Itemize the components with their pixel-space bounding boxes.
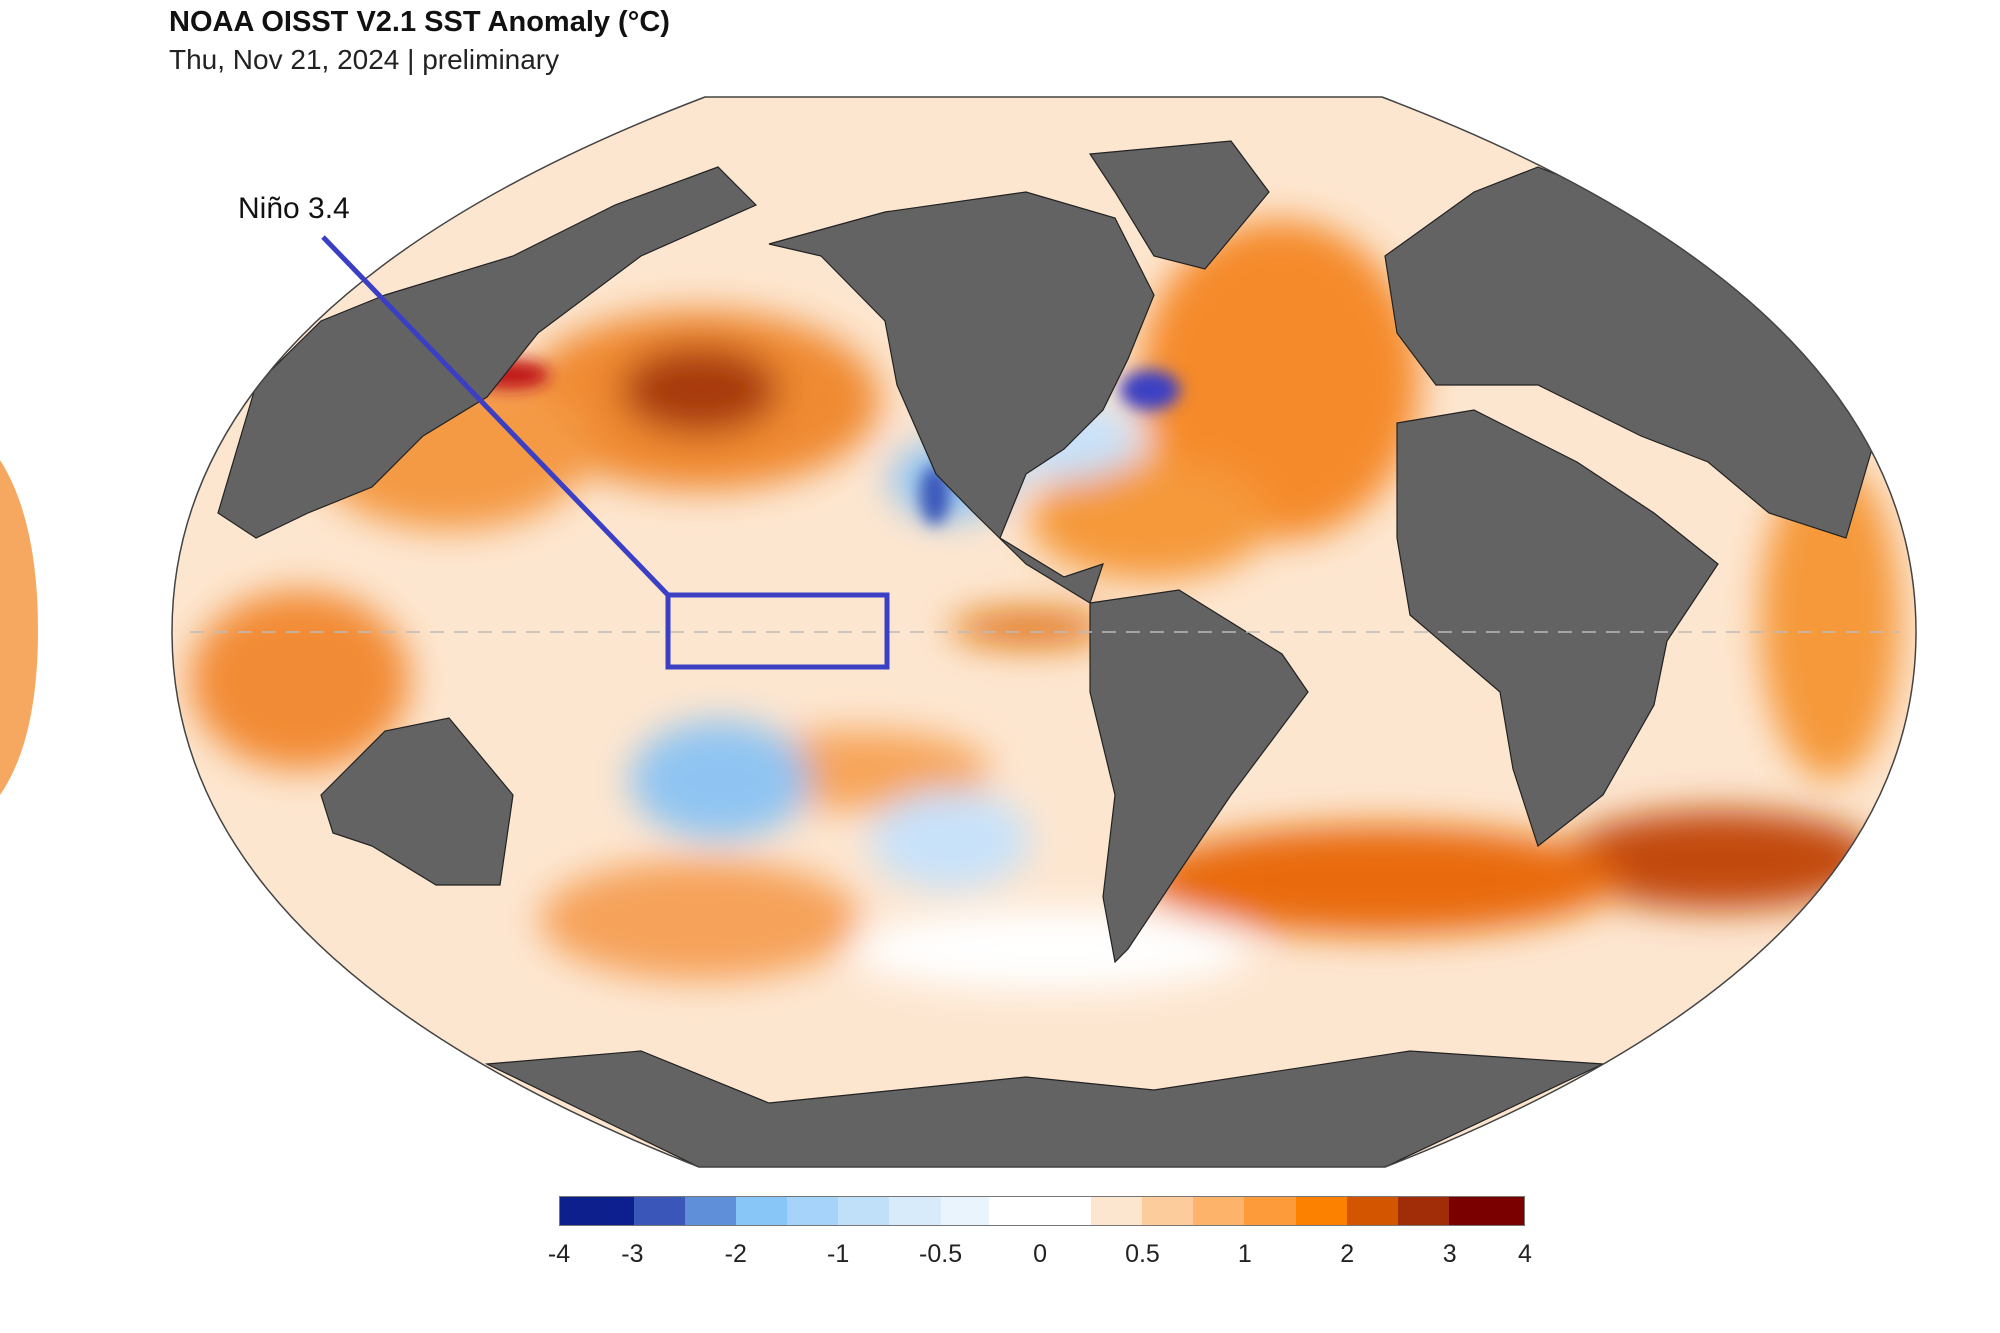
colorbar-tick: 0 <box>1033 1240 1048 1268</box>
colorbar-segment <box>1244 1197 1296 1225</box>
colorbar-segment <box>940 1197 989 1225</box>
australia <box>320 717 514 886</box>
colorbar-segment <box>684 1197 736 1225</box>
colorbar-segment <box>889 1197 941 1225</box>
colorbar <box>559 1196 1525 1226</box>
colorbar-segment <box>787 1197 839 1225</box>
map-title: NOAA OISST V2.1 SST Anomaly (°C) <box>169 6 670 38</box>
greenland <box>1088 140 1270 270</box>
colorbar-tick: 0.5 <box>1125 1240 1160 1268</box>
adjacent-globe-edge <box>0 460 38 795</box>
colorbar-tick: 1 <box>1237 1240 1252 1268</box>
asia-west-edge <box>217 166 758 539</box>
colorbar-tick: 4 <box>1518 1240 1532 1268</box>
colorbar-segment <box>1193 1197 1245 1225</box>
colorbar-segment <box>560 1197 634 1225</box>
nino34-pointer-line <box>321 235 670 597</box>
colorbar-segment <box>1090 1197 1143 1225</box>
colorbar-tick: -2 <box>724 1240 747 1268</box>
north-america <box>768 191 1155 604</box>
colorbar-tick: -4 <box>547 1240 571 1268</box>
africa <box>1396 409 1719 848</box>
colorbar-segment <box>1295 1197 1347 1225</box>
colorbar-segment <box>1346 1197 1398 1225</box>
colorbar-segment <box>735 1197 788 1225</box>
map-subtitle: Thu, Nov 21, 2024 | preliminary <box>169 44 560 75</box>
colorbar-tick: -3 <box>621 1240 644 1268</box>
globe-outline <box>171 96 1917 1168</box>
colorbar-segment <box>988 1197 1091 1225</box>
colorbar-segment <box>1142 1197 1194 1225</box>
antarctica <box>484 1050 1606 1167</box>
colorbar-segment <box>633 1197 685 1225</box>
ocean-layer <box>172 97 1916 1167</box>
colorbar-segment <box>1449 1197 1524 1225</box>
colorbar-segment <box>1397 1197 1450 1225</box>
colorbar-tick: -1 <box>827 1240 850 1268</box>
land-masses <box>217 140 1873 1167</box>
colorbar-tick: -0.5 <box>919 1240 963 1268</box>
nino34-region-box <box>665 592 890 670</box>
colorbar-tick: 3 <box>1442 1240 1457 1268</box>
south-america <box>1089 589 1309 964</box>
colorbar-segment <box>838 1197 890 1225</box>
colorbar-tick: 2 <box>1340 1240 1355 1268</box>
colorbar-ticks: -4 -3 -2 -1 -0.5 0 0.5 1 2 3 4 <box>548 1240 1532 1270</box>
nino34-label: Niño 3.4 <box>238 192 350 225</box>
